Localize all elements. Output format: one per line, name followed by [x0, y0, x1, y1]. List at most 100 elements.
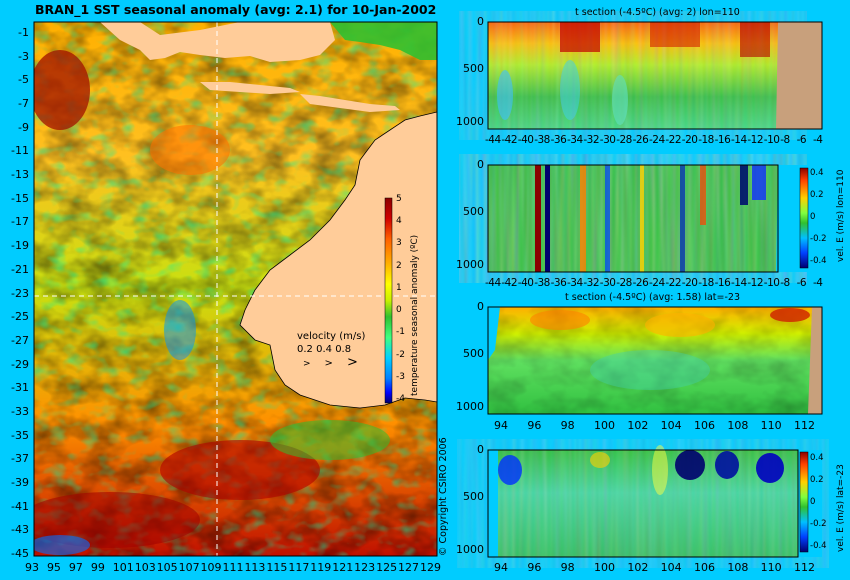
- map-x-tick: 121: [332, 561, 354, 574]
- section-y-tick: 1000: [456, 400, 484, 413]
- section-x-tick: -42: [501, 277, 518, 289]
- section-x-tick: -36: [550, 134, 567, 146]
- section-x-tick: -12: [747, 134, 764, 146]
- map-x-tick: 99: [90, 561, 105, 574]
- section-y-tick: 0: [477, 158, 484, 171]
- map-y-tick: -15: [11, 191, 29, 205]
- section-x-tick: -28: [616, 277, 632, 289]
- vel-lon-colorbar: [799, 167, 809, 269]
- map-x-tick: 117: [288, 561, 310, 574]
- map-y-tick: -45: [11, 547, 29, 560]
- section-x-tick: -6: [796, 134, 807, 146]
- section-x-tick: 108: [727, 419, 749, 432]
- velocity-legend-values: 0.2 0.4 0.8: [297, 344, 351, 355]
- sst-colorbar-tick: 5: [396, 194, 402, 204]
- map-y-tick: -41: [11, 499, 29, 513]
- sst-colorbar-label: temperature seasonal anomaly (ºC): [410, 234, 420, 396]
- section-x-tick: -14: [731, 277, 747, 289]
- section-x-tick: 102: [627, 419, 649, 432]
- section-x-tick: -16: [714, 134, 731, 146]
- section-y-tick: 0: [477, 15, 484, 28]
- section-x-tick: -14: [731, 134, 747, 146]
- sst-colorbar-tick: 3: [396, 238, 402, 249]
- map-y-tick: -21: [11, 262, 29, 276]
- section-x-tick: -24: [649, 134, 665, 146]
- section-x-tick: -16: [714, 277, 731, 289]
- sst-colorbar-tick: 2: [396, 260, 402, 271]
- section-x-tick: -34: [567, 134, 583, 146]
- section-y-tick: 1000: [456, 258, 484, 271]
- section-x-tick: 102: [627, 561, 649, 574]
- velocity-value-2: 0.4: [316, 344, 332, 355]
- vel-section-lon-panel[interactable]: [487, 164, 822, 273]
- vel-lon-colorbar-label: vel. E (m/s) lon=110: [836, 169, 846, 262]
- section-x-tick: -28: [616, 134, 632, 146]
- section-x-tick: 98: [560, 561, 575, 574]
- section-x-tick: -10: [763, 134, 780, 146]
- section-x-tick: 110: [760, 419, 782, 432]
- vel-colorbar-tick: -0.2: [810, 519, 827, 529]
- map-y-tick: -1: [18, 26, 29, 39]
- sst-colorbar-tick: -1: [396, 327, 405, 338]
- section-x-tick: 106: [694, 419, 715, 432]
- map-y-tick: -29: [11, 357, 29, 371]
- map-y-tick: -3: [18, 49, 29, 63]
- section-y-tick: 1000: [456, 543, 484, 556]
- t-section-lon-panel[interactable]: [487, 21, 823, 130]
- section-x-tick: 100: [594, 419, 615, 432]
- section-x-tick: -36: [550, 277, 567, 289]
- map-x-tick: 111: [222, 561, 244, 574]
- section-y-tick: 500: [463, 205, 484, 218]
- map-x-tick: 107: [178, 561, 200, 574]
- vel-colorbar-tick: 0: [810, 497, 816, 507]
- velocity-arrow-medium-icon: >: [324, 358, 347, 369]
- section-x-tick: -32: [583, 134, 600, 146]
- map-x-tick: 127: [398, 561, 420, 574]
- section-x-tick: -8: [780, 134, 790, 146]
- map-y-tick: -5: [18, 73, 29, 87]
- section-y-tick: 1000: [456, 115, 484, 128]
- t-section-lon-title: t section (-4.5ºC) (avg: 2) lon=110: [575, 7, 740, 18]
- section-x-tick: 94: [494, 561, 508, 574]
- vel-colorbar-tick: -0.4: [810, 541, 827, 551]
- sst-map-field: [34, 22, 437, 556]
- t-section-lat-title: t section (-4.5ºC) (avg: 1.58) lat=-23: [565, 292, 740, 303]
- vel-colorbar-tick: 0.2: [810, 475, 824, 485]
- map-x-tick: 129: [420, 561, 441, 574]
- section-x-tick: -30: [599, 134, 616, 146]
- map-y-tick: -17: [11, 215, 29, 229]
- vel-lat-colorbar: [799, 451, 809, 553]
- vel-section-lat-panel[interactable]: [487, 445, 822, 558]
- section-x-tick: -12: [747, 277, 764, 289]
- sst-colorbar-tick: -2: [396, 349, 405, 360]
- velocity-value-3: 0.8: [335, 344, 352, 355]
- section-y-tick: 500: [463, 490, 484, 503]
- map-y-tick: -35: [11, 428, 29, 442]
- map-x-tick: 103: [134, 561, 156, 574]
- section-x-tick: 94: [494, 419, 508, 432]
- section-x-tick: -38: [534, 277, 550, 289]
- velocity-arrow-large-icon: >: [346, 355, 372, 370]
- section-x-tick: -6: [796, 277, 807, 289]
- main-title: BRAN_1 SST seasonal anomaly (avg: 2.1) f…: [35, 2, 437, 17]
- section-x-tick: -24: [649, 277, 665, 289]
- section-x-tick: 106: [694, 561, 715, 574]
- section-x-tick: 96: [527, 419, 542, 432]
- map-y-tick: -25: [11, 310, 29, 324]
- section-y-tick: 500: [463, 62, 484, 75]
- section-x-tick: 96: [527, 561, 542, 574]
- section-x-tick: -10: [763, 277, 780, 289]
- map-x-tick: 101: [112, 561, 134, 574]
- t-section-lat-panel[interactable]: [487, 306, 823, 415]
- vel-colorbar-tick: 0.2: [810, 190, 824, 200]
- section-x-tick: 110: [760, 561, 782, 574]
- map-y-tick: -39: [11, 475, 29, 489]
- map-y-tick: -27: [11, 333, 29, 347]
- velocity-arrow-small-icon: >: [303, 359, 325, 369]
- copyright-text: © Copyright CSIRO 2006: [438, 437, 449, 556]
- section-x-tick: -30: [599, 277, 616, 289]
- section-x-tick: 112: [794, 561, 815, 574]
- vel-colorbar-tick: -0.2: [810, 234, 827, 244]
- velocity-legend-label: velocity (m/s): [297, 331, 366, 342]
